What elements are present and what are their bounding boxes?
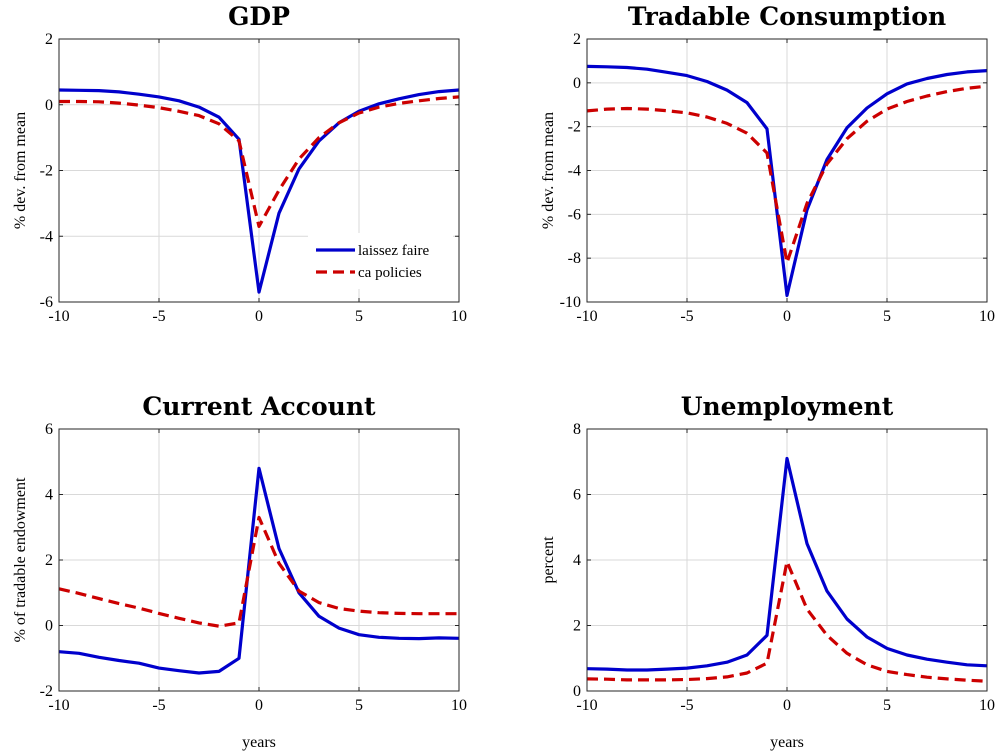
x-tick-label: 0 xyxy=(783,697,791,714)
chart-panel: -10 -5 0 5 10 -10 -8 -6 -4 -2 0 2 Tradable Consumpti… xyxy=(540,2,995,325)
x-tick-label: 5 xyxy=(355,308,363,325)
y-tick-label: -6 xyxy=(568,206,581,223)
y-tick-label: 0 xyxy=(573,683,581,700)
legend-label: laissez faire xyxy=(358,243,430,259)
y-tick-label: 2 xyxy=(573,31,581,48)
x-tick-label: 0 xyxy=(255,697,263,714)
y-tick-label: 6 xyxy=(45,421,53,438)
series-line-ca-policies xyxy=(59,95,460,228)
x-tick-label: 10 xyxy=(979,308,995,325)
y-tick-label: 4 xyxy=(45,487,53,504)
y-tick-label: 8 xyxy=(573,421,581,438)
series-line-ca-policies xyxy=(586,84,988,265)
x-tick-label: -10 xyxy=(48,308,69,325)
y-tick-label: -10 xyxy=(560,294,581,311)
chart-title: Unemployment xyxy=(681,392,894,421)
legend: laissez faire ca policies xyxy=(308,233,453,289)
x-tick-label: 10 xyxy=(979,697,995,714)
x-tick-label: 10 xyxy=(451,308,467,325)
y-tick-label: -4 xyxy=(568,163,581,180)
y-axis-label: % of tradable endowment xyxy=(12,477,29,642)
y-tick-label: 0 xyxy=(45,97,53,114)
x-tick-label: 0 xyxy=(255,308,263,325)
y-tick-label: 4 xyxy=(573,552,581,569)
y-tick-label: 2 xyxy=(45,552,53,569)
y-tick-label: -2 xyxy=(40,683,53,700)
y-tick-label: 2 xyxy=(45,31,53,48)
x-tick-label: 0 xyxy=(783,308,791,325)
legend-box xyxy=(308,233,453,289)
y-tick-label: 0 xyxy=(45,618,53,635)
x-tick-label: -10 xyxy=(576,308,597,325)
y-tick-label: -6 xyxy=(40,294,53,311)
y-tick-label: -2 xyxy=(40,163,53,180)
x-tick-label: 10 xyxy=(451,697,467,714)
chart-panel: -10 -5 0 5 10 -6 -4 -2 0 2 GDP % dev. from mean lais… xyxy=(12,2,467,325)
chart-panel: -10 -5 0 5 10 -2 0 2 4 6 Current Account % of trada… xyxy=(12,392,467,751)
chart-panel: -10 -5 0 5 10 0 2 4 6 8 Unemployment percent years xyxy=(540,392,995,751)
chart-title: Current Account xyxy=(142,392,376,421)
chart-title: Tradable Consumption xyxy=(628,2,946,31)
x-tick-label: -10 xyxy=(576,697,597,714)
series-line-ca-policies xyxy=(58,515,459,628)
series-line-laissez-faire xyxy=(58,88,460,294)
y-tick-label: 0 xyxy=(573,75,581,92)
x-tick-label: -5 xyxy=(680,308,693,325)
y-axis-label: % dev. from mean xyxy=(12,112,29,229)
x-axis-label: years xyxy=(770,734,804,751)
x-tick-label: -5 xyxy=(680,697,693,714)
legend-label: ca policies xyxy=(358,265,422,281)
chart-title: GDP xyxy=(228,2,290,31)
series-line-laissez-faire xyxy=(586,456,988,672)
y-axis-label: % dev. from mean xyxy=(540,112,557,229)
x-tick-label: -5 xyxy=(152,697,165,714)
y-tick-label: -2 xyxy=(568,119,581,136)
y-tick-label: -4 xyxy=(40,228,53,245)
y-tick-label: 6 xyxy=(573,487,581,504)
series-line-laissez-faire xyxy=(586,64,988,297)
x-tick-label: -5 xyxy=(152,308,165,325)
y-tick-label: 2 xyxy=(573,618,581,635)
x-axis-label: years xyxy=(242,734,276,751)
y-tick-label: -8 xyxy=(568,250,581,267)
x-tick-label: 5 xyxy=(883,308,891,325)
x-tick-label: -10 xyxy=(48,697,69,714)
x-tick-label: 5 xyxy=(883,697,891,714)
y-axis-label: percent xyxy=(540,536,557,584)
series-line-laissez-faire xyxy=(58,466,460,675)
x-tick-label: 5 xyxy=(355,697,363,714)
